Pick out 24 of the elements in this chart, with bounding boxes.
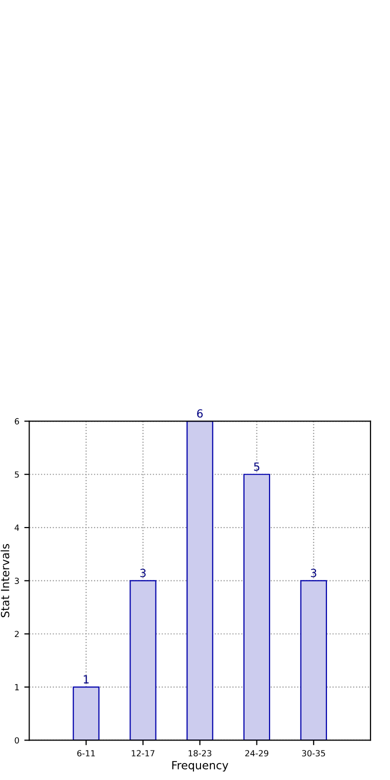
y-tick-label: 0 (14, 737, 19, 744)
x-tick-label: 30-35 (302, 750, 326, 756)
x-tick-label: 6-11 (77, 750, 95, 756)
data-label: 3 (140, 568, 146, 578)
y-tick-label: 2 (14, 630, 19, 638)
y-tick-label: 4 (14, 524, 20, 531)
bar (300, 580, 327, 740)
y-axis-title: Stat Intervals (0, 544, 10, 618)
bar (186, 421, 214, 740)
bar (243, 474, 270, 740)
y-tick-label: 5 (14, 471, 19, 478)
x-tick-label: 18-23 (188, 750, 212, 756)
data-label: 6 (197, 409, 203, 418)
y-tick-label: 3 (14, 578, 19, 584)
bar (130, 580, 156, 740)
bar (72, 686, 100, 740)
data-label: 3 (310, 568, 316, 578)
data-label: 1 (84, 675, 89, 684)
x-tick-label: 12-17 (132, 750, 154, 756)
y-tick-label: 1 (15, 684, 19, 690)
x-tick-label: 24-29 (245, 750, 268, 756)
x-axis-title: Frequency (172, 761, 228, 772)
data-label: 5 (254, 462, 260, 471)
y-tick-label: 6 (14, 418, 20, 424)
